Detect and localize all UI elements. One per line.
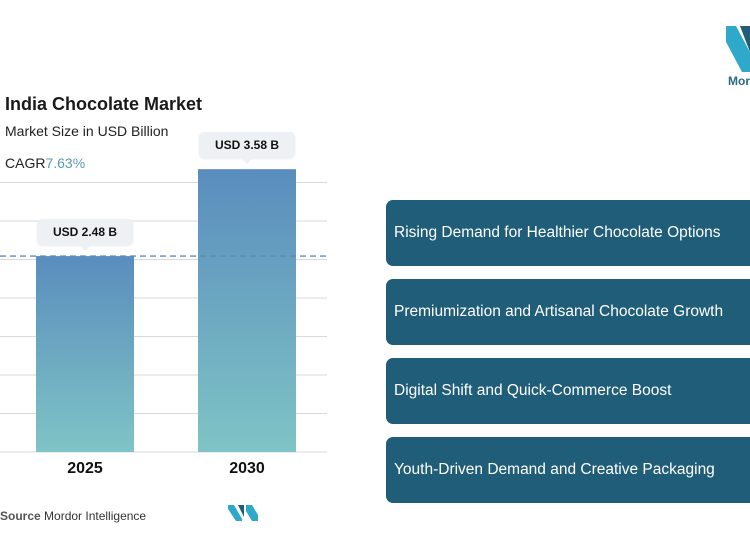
- source-name: Mordor Intelligence: [44, 509, 147, 523]
- driver-label: Premiumization and Artisanal Chocolate G…: [394, 303, 724, 320]
- x-tick-2030: 2030: [229, 460, 265, 477]
- mordor-logo-bottom-icon: [228, 505, 258, 521]
- source-note: Source Mordor Intelligence: [0, 509, 146, 523]
- cagr-value: 7.63%: [45, 155, 86, 171]
- data-label-2025: USD 2.48 B: [37, 219, 133, 252]
- mordor-logo-icon: [726, 26, 750, 72]
- cagr-text: CAGR7.63%: [5, 155, 85, 171]
- bar-chart: USD 2.48 B 2025 USD 3.58 B 2030: [0, 132, 340, 520]
- cagr-label: CAGR: [5, 155, 46, 171]
- data-label-2030: USD 3.58 B: [199, 132, 295, 165]
- mordor-logo-top: Mor: [722, 22, 750, 92]
- driver-card-healthier-options: Rising Demand for Healthier Chocolate Op…: [386, 200, 750, 266]
- driver-card-premiumization: Premiumization and Artisanal Chocolate G…: [386, 279, 750, 345]
- bar-chart-svg: [0, 169, 327, 453]
- driver-card-youth-demand: Youth-Driven Demand and Creative Packagi…: [386, 437, 750, 503]
- chart-subtitle: Market Size in USD Billion: [5, 123, 169, 139]
- driver-card-digital-shift: Digital Shift and Quick-Commerce Boost: [386, 358, 750, 424]
- driver-label: Rising Demand for Healthier Chocolate Op…: [394, 224, 721, 241]
- x-tick-2025: 2025: [67, 460, 103, 477]
- chart-title: India Chocolate Market: [5, 94, 203, 114]
- bar-2030: [198, 169, 296, 452]
- logo-text: Mor: [728, 74, 750, 88]
- driver-label: Youth-Driven Demand and Creative Packagi…: [394, 461, 715, 478]
- driver-label: Digital Shift and Quick-Commerce Boost: [394, 382, 672, 399]
- source-label: Source: [0, 509, 41, 523]
- bar-2025: [36, 256, 134, 452]
